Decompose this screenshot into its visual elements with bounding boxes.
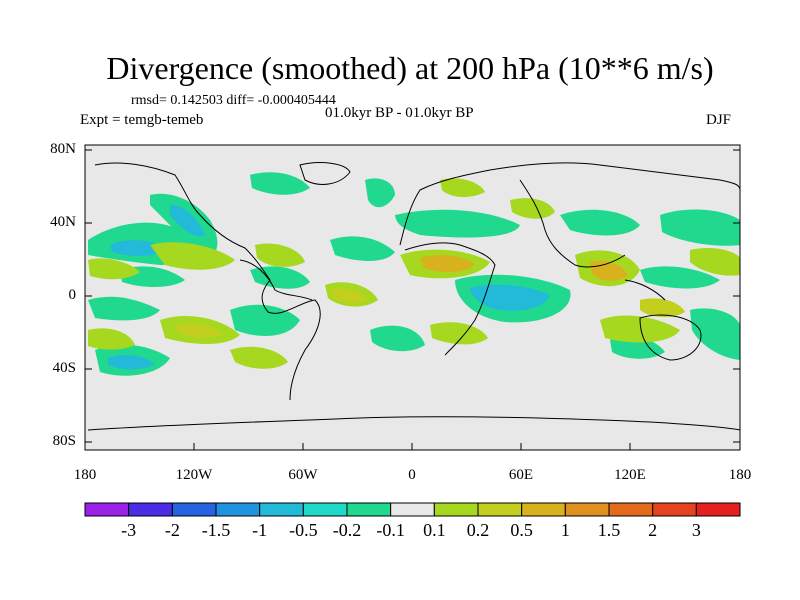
lon-label-120e: 120E (614, 467, 646, 483)
period-label: 01.0kyr BP - 01.0kyr BP (325, 105, 474, 121)
lon-label-120w: 120W (175, 467, 213, 483)
stats-text: rmsd= 0.142503 diff= -0.000405444 (131, 93, 336, 108)
colorbar-label: 2 (648, 520, 658, 540)
season-label: DJF (706, 112, 732, 128)
colorbar-label: -1 (252, 520, 268, 540)
lon-label-180w: 180 (73, 467, 97, 483)
colorbar-label: 3 (691, 520, 701, 540)
colorbar-label: 0.5 (510, 520, 533, 540)
lat-label-80s: 80S (52, 433, 76, 449)
colorbar-label: -0.1 (376, 520, 405, 540)
colorbar-label: -3 (121, 520, 137, 540)
colorbar-label: -0.2 (332, 520, 362, 540)
colorbar-swatch (215, 502, 261, 517)
map-background (85, 145, 740, 450)
colorbar-swatch (84, 502, 130, 517)
colorbar-swatch (608, 502, 654, 517)
colorbar-label: 1.5 (597, 520, 621, 540)
colorbar-swatch (259, 502, 304, 517)
colorbar-label: -1.5 (201, 520, 231, 540)
lat-label-80n: 80N (50, 141, 76, 157)
plot-title: Divergence (smoothed) at 200 hPa (10**6 … (106, 50, 714, 86)
colorbar-swatch (695, 502, 741, 517)
colorbar-label: -0.5 (289, 520, 318, 540)
colorbar-swatch (652, 502, 697, 517)
colorbar-label: 1 (560, 520, 570, 540)
colorbar-swatch (390, 502, 435, 517)
colorbar-label: 0.1 (423, 520, 446, 540)
coastlines (87, 162, 740, 431)
lat-label-0: 0 (68, 287, 77, 303)
divergence-contours (88, 172, 740, 376)
colorbar-swatch (433, 502, 479, 517)
lon-label-60w: 60W (288, 467, 318, 483)
colorbar-swatch (171, 502, 217, 517)
lon-label-0: 0 (408, 467, 416, 483)
colorbar-swatch (302, 502, 348, 517)
axis-ticks (84, 149, 741, 450)
colorbar-swatch (128, 502, 173, 517)
lon-label-180e: 180 (728, 467, 752, 483)
lat-label-40n: 40N (50, 214, 76, 230)
experiment-label: Expt = temgb-temeb (80, 112, 204, 128)
lon-label-60e: 60E (508, 467, 534, 483)
colorbar-swatch (346, 502, 392, 517)
colorbar-swatch (521, 502, 566, 517)
lat-label-40s: 40S (52, 360, 76, 376)
colorbar-swatch (477, 502, 523, 517)
colorbar-label: 0.2 (466, 520, 490, 540)
colorbar-swatch (564, 502, 610, 517)
colorbar-label: -2 (164, 520, 180, 540)
